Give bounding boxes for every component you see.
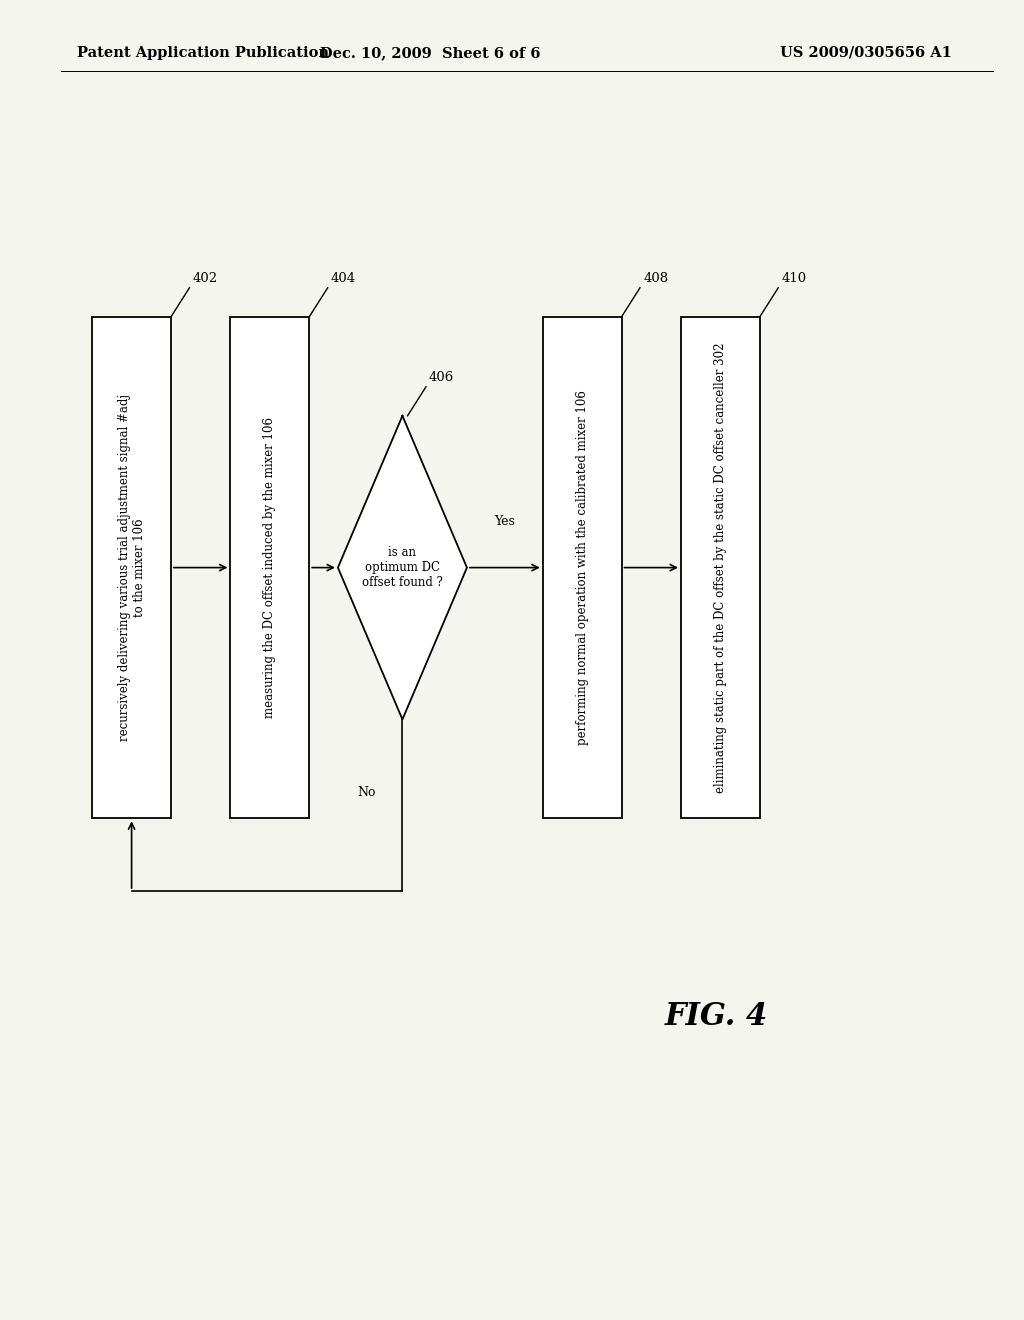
Text: 406: 406 bbox=[429, 371, 455, 384]
Text: Patent Application Publication: Patent Application Publication bbox=[77, 46, 329, 59]
Text: 408: 408 bbox=[643, 272, 669, 285]
Text: eliminating static part of the DC offset by the static DC offset canceller 302: eliminating static part of the DC offset… bbox=[714, 342, 727, 793]
Polygon shape bbox=[338, 416, 467, 719]
Text: is an
optimum DC
offset found ?: is an optimum DC offset found ? bbox=[362, 546, 442, 589]
Text: measuring the DC offset induced by the mixer 106: measuring the DC offset induced by the m… bbox=[263, 417, 276, 718]
Text: 404: 404 bbox=[331, 272, 356, 285]
Bar bbox=[92, 317, 171, 818]
Bar bbox=[681, 317, 760, 818]
Text: FIG. 4: FIG. 4 bbox=[666, 1001, 768, 1032]
Text: US 2009/0305656 A1: US 2009/0305656 A1 bbox=[780, 46, 952, 59]
Text: Yes: Yes bbox=[495, 515, 515, 528]
Text: 410: 410 bbox=[781, 272, 807, 285]
Text: No: No bbox=[357, 785, 376, 799]
Text: Dec. 10, 2009  Sheet 6 of 6: Dec. 10, 2009 Sheet 6 of 6 bbox=[319, 46, 541, 59]
Text: performing normal operation with the calibrated mixer 106: performing normal operation with the cal… bbox=[575, 391, 589, 744]
Text: 402: 402 bbox=[193, 272, 218, 285]
Text: recursively delivering various trial adjustment signal #adj
to the mixer 106: recursively delivering various trial adj… bbox=[118, 395, 145, 741]
Bar bbox=[230, 317, 309, 818]
Bar bbox=[543, 317, 622, 818]
